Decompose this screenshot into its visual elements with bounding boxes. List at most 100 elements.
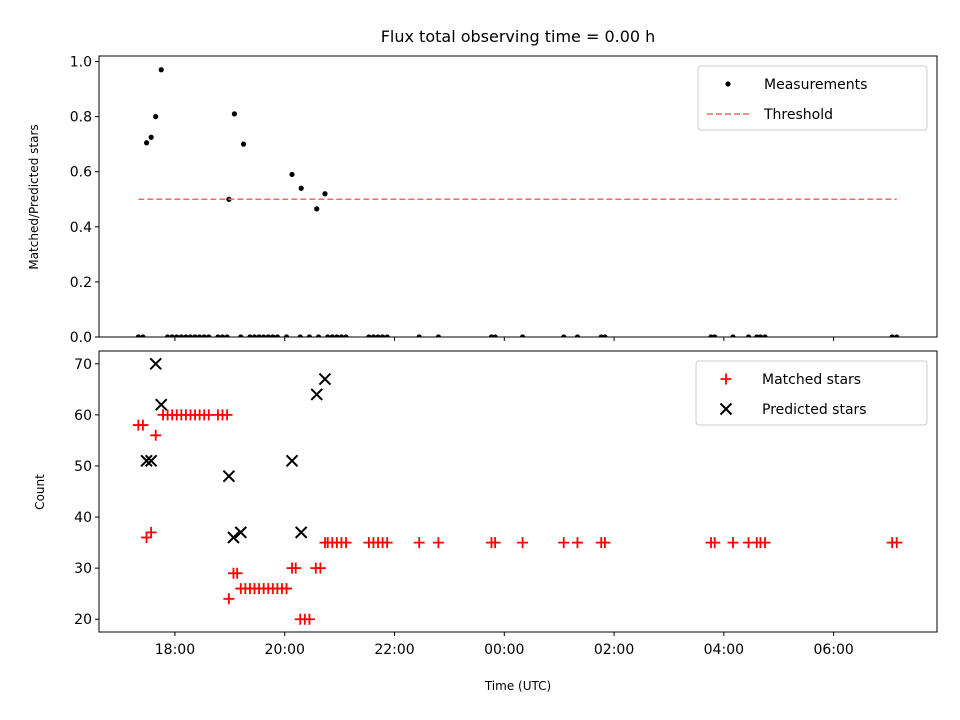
legend-marker-plus — [720, 373, 732, 385]
x-tick-label: 00:00 — [484, 642, 524, 658]
predicted-stars-point — [222, 469, 236, 483]
matched-stars-point — [413, 537, 425, 549]
measurement-point — [183, 334, 189, 337]
top-series-measurements — [135, 67, 900, 337]
predicted-stars-point — [294, 526, 308, 539]
matched-stars-point — [150, 429, 162, 441]
measurement-point — [261, 334, 267, 337]
measurement-point — [283, 334, 290, 337]
measurement-point — [135, 334, 141, 337]
bottom-panel: 20 30 40 50 60 70 18:00 20:00 22:00 00:00 02:00 04:… — [74, 350, 938, 658]
top-legend: Measurements Threshold — [697, 65, 928, 131]
bottom-y-tick-label: 40 — [74, 510, 92, 526]
measurement-point — [894, 334, 900, 337]
measurement-point — [238, 334, 244, 337]
matched-stars-point — [599, 537, 611, 549]
bottom-y-tick-label: 60 — [74, 408, 92, 424]
legend-label: Measurements — [764, 77, 867, 93]
top-axes-frame — [98, 55, 938, 338]
bottom-legend: Matched stars Predicted stars — [695, 360, 928, 426]
measurement-point — [274, 334, 280, 337]
matched-stars-point — [489, 537, 501, 549]
measurement-point — [343, 334, 349, 337]
measurement-point — [219, 334, 226, 337]
measurement-point — [325, 334, 331, 337]
measurement-point — [574, 334, 581, 337]
matched-stars-point — [303, 613, 315, 625]
matched-stars-point — [281, 583, 293, 595]
measurement-point — [201, 334, 207, 337]
matched-stars-point — [223, 593, 235, 605]
measurement-point — [322, 191, 328, 197]
measurement-point — [370, 334, 377, 337]
predicted-stars-point — [144, 454, 158, 468]
measurement-point — [329, 334, 335, 337]
top-y-axis-label: Matched/Predicted stars — [27, 124, 41, 269]
measurement-point — [757, 334, 764, 337]
bottom-y-axis-label: Count — [33, 474, 47, 510]
measurement-point — [762, 334, 768, 337]
x-tick-label: 04:00 — [704, 642, 744, 658]
predicted-stars-point — [140, 454, 153, 468]
x-tick-label: 02:00 — [594, 642, 634, 658]
x-axis-label: Time (UTC) — [484, 679, 551, 693]
measurement-point — [297, 334, 303, 337]
measurement-point — [224, 334, 230, 337]
bottom-y-tick-label: 70 — [74, 357, 92, 373]
top-panel: 0.0 0.2 0.4 0.6 0.8 1.0 Measurements Threshold — [70, 55, 938, 346]
measurement-point — [174, 334, 180, 337]
measurement-point — [153, 114, 159, 120]
matched-stars-point — [290, 562, 302, 574]
predicted-stars-point — [155, 398, 168, 411]
top-y-tick-label: 1.0 — [70, 55, 92, 71]
measurement-point — [231, 111, 237, 117]
measurement-point — [338, 334, 345, 337]
predicted-stars-point — [318, 372, 332, 386]
measurement-point — [519, 334, 526, 337]
measurement-point — [140, 334, 146, 337]
matched-stars-point — [381, 537, 393, 549]
matched-stars-point — [231, 567, 243, 579]
matched-stars-point — [571, 537, 583, 549]
measurement-point — [197, 334, 203, 337]
predicted-stars-point — [285, 454, 299, 468]
bottom-y-tick-label: 20 — [74, 612, 92, 628]
measurement-point — [375, 334, 381, 337]
top-plot-area — [135, 67, 900, 337]
measurement-point — [148, 134, 154, 140]
measurement-point — [384, 334, 390, 337]
x-tick-label: 18:00 — [155, 642, 195, 658]
measurement-point — [492, 334, 498, 337]
measurement-point — [730, 334, 736, 337]
measurement-point — [712, 334, 718, 337]
measurement-point — [206, 334, 212, 337]
measurement-point — [745, 334, 752, 337]
bottom-plot-area — [132, 357, 903, 625]
x-tick-label: 06:00 — [813, 642, 853, 658]
measurement-point — [270, 334, 276, 337]
bottom-y-tick-label: 50 — [74, 459, 92, 475]
measurement-point — [334, 334, 340, 337]
matched-stars-point — [145, 526, 157, 538]
matched-stars-point — [314, 562, 326, 574]
measurement-point — [561, 334, 567, 337]
measurement-point — [889, 334, 895, 337]
predicted-stars-point — [227, 531, 240, 544]
bottom-series-predicted-stars — [140, 357, 332, 544]
measurement-point — [215, 334, 221, 337]
predicted-stars-point — [149, 357, 162, 370]
legend-label: Predicted stars — [762, 402, 867, 418]
matched-stars-point — [759, 537, 771, 549]
chart-title: Flux total observing time = 0.00 h — [381, 27, 656, 46]
measurement-point — [265, 334, 271, 337]
measurement-point — [315, 334, 322, 337]
bottom-legend-box — [695, 360, 928, 426]
matched-stars-point — [137, 419, 149, 431]
matched-stars-point — [891, 537, 903, 549]
measurement-point — [380, 334, 386, 337]
matched-stars-point — [221, 409, 233, 421]
measurement-point — [143, 140, 150, 146]
x-tick-label: 22:00 — [374, 642, 414, 658]
measurement-point — [158, 67, 164, 73]
